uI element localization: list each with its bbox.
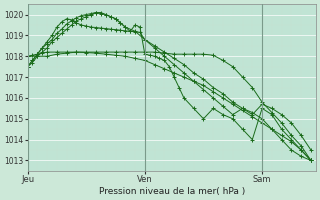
X-axis label: Pression niveau de la mer( hPa ): Pression niveau de la mer( hPa ) — [99, 187, 245, 196]
